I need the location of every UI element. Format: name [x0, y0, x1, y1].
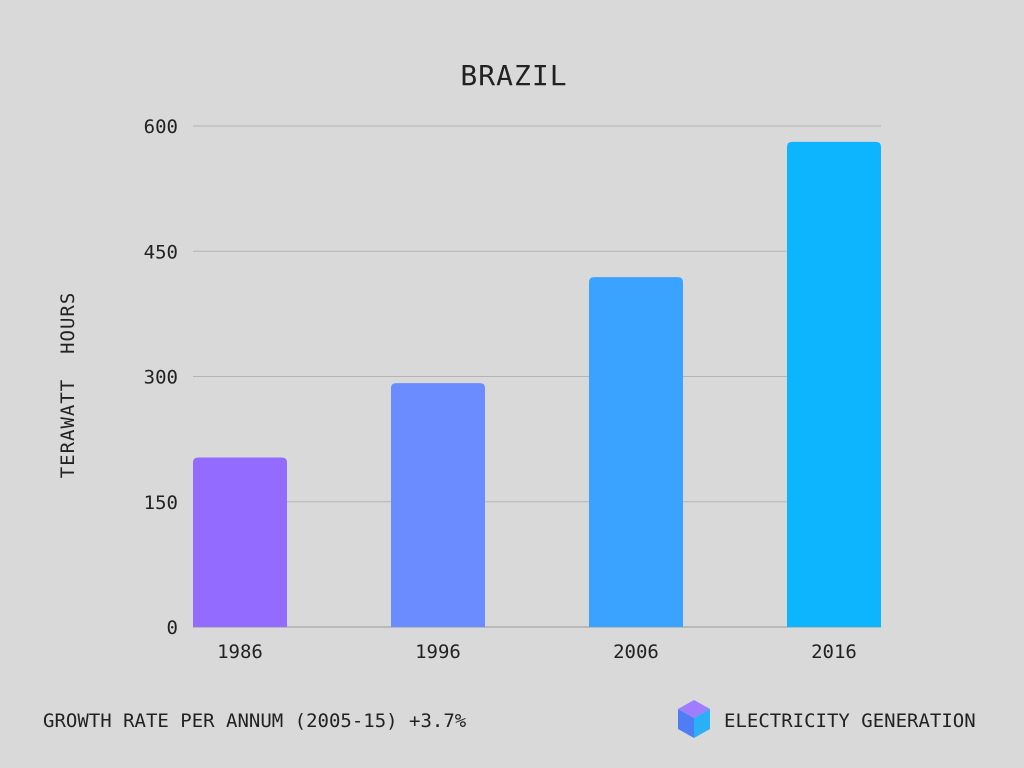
electricity-generation-label: ELECTRICITY GENERATION: [724, 710, 976, 732]
cube-left-face: [678, 709, 694, 738]
x-tick-label: 2006: [613, 641, 659, 663]
cube-icon: [678, 700, 710, 738]
x-tick-label: 1986: [217, 641, 263, 663]
y-tick-label: 150: [144, 492, 178, 514]
bar-1996: [391, 383, 485, 627]
y-axis-label: TERAWATT HOURS: [57, 292, 79, 479]
chart-title: BRAZIL: [460, 59, 567, 92]
bar-1986: [193, 457, 287, 627]
y-tick-label: 450: [144, 241, 178, 263]
y-axis-ticks: 0 150 300 450 600: [144, 116, 178, 639]
bars: [193, 141, 881, 628]
gridlines: [193, 125, 881, 628]
bar-2006: [589, 277, 683, 627]
growth-rate-text: GROWTH RATE PER ANNUM (2005-15) +3.7%: [43, 710, 467, 732]
y-tick-label: 600: [144, 116, 178, 138]
x-axis-ticks: 1986 1996 2006 2016: [217, 641, 857, 663]
y-tick-label: 0: [167, 617, 178, 639]
x-tick-label: 1996: [415, 641, 461, 663]
bar-2016: [787, 141, 881, 628]
y-tick-label: 300: [144, 367, 178, 389]
x-tick-label: 2016: [811, 641, 857, 663]
cube-right-face: [694, 709, 710, 738]
